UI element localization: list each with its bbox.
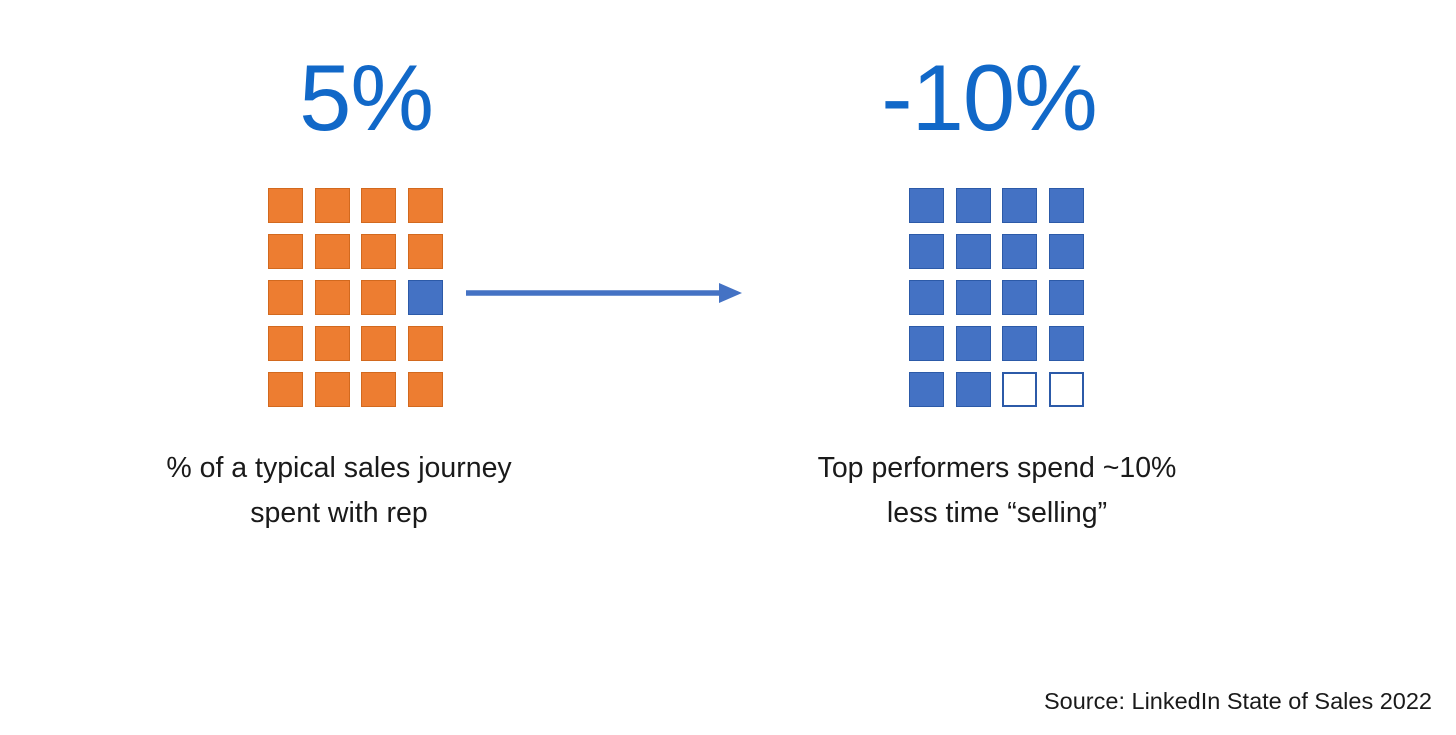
waffle-cell-orange [407,372,443,407]
waffle-cell-blue [1002,326,1037,361]
waffle-cell-blue [909,372,944,407]
waffle-cell-blue [407,280,443,315]
waffle-cell-orange [361,280,396,315]
right-caption-line1: Top performers spend ~10% [817,452,1177,484]
waffle-cell-blue [1002,234,1037,269]
waffle-cell-orange [407,234,443,269]
waffle-chart-right [909,188,1084,407]
waffle-cell-blue [909,280,944,315]
waffle-cell-outline [1002,372,1037,407]
waffle-cell-blue [909,234,944,269]
waffle-cell-blue [1002,188,1037,223]
left-caption: % of a typical sales journey spent with … [89,446,589,536]
waffle-cell-orange [361,326,396,361]
waffle-cell-blue [955,280,991,315]
waffle-cell-blue [1048,280,1084,315]
waffle-cell-orange [407,188,443,223]
waffle-cell-blue [955,326,991,361]
left-caption-line1: % of a typical sales journey [166,452,512,484]
left-caption-line2: spent with rep [250,497,428,529]
waffle-cell-blue [955,372,991,407]
waffle-cell-blue [909,326,944,361]
waffle-cell-blue [1048,234,1084,269]
waffle-chart-left [268,188,443,407]
waffle-cell-blue [1002,280,1037,315]
waffle-cell-orange [361,372,396,407]
waffle-cell-orange [314,234,350,269]
right-caption: Top performers spend ~10% less time “sel… [747,446,1247,536]
waffle-cell-blue [1048,188,1084,223]
waffle-cell-orange [268,326,303,361]
waffle-cell-orange [361,188,396,223]
waffle-cell-orange [268,234,303,269]
waffle-cell-blue [955,188,991,223]
right-percentage-title: -10% [881,45,1097,150]
waffle-cell-orange [361,234,396,269]
waffle-cell-blue [909,188,944,223]
waffle-cell-orange [314,326,350,361]
waffle-cell-orange [407,326,443,361]
right-caption-line2: less time “selling” [886,497,1108,529]
waffle-cell-orange [314,372,350,407]
waffle-cell-blue [955,234,991,269]
waffle-cell-orange [268,280,303,315]
waffle-cell-orange [268,188,303,223]
waffle-cell-orange [314,280,350,315]
waffle-cell-blue [1048,326,1084,361]
waffle-cell-outline [1048,372,1084,407]
source-attribution: Source: LinkedIn State of Sales 2022 [1043,688,1432,714]
waffle-cell-orange [314,188,350,223]
flow-arrow-icon [466,280,742,306]
right-arrow-svg [466,283,742,303]
waffle-cell-orange [268,372,303,407]
left-percentage-title: 5% [299,45,434,150]
